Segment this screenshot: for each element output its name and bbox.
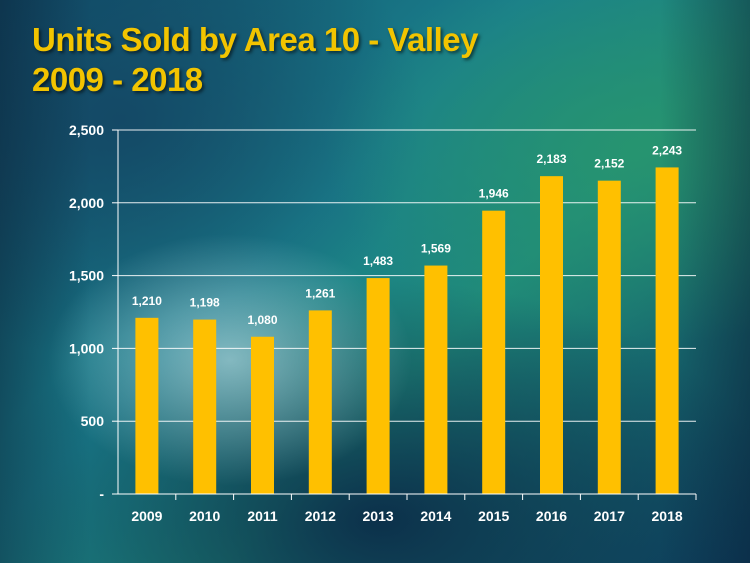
x-tick-label: 2010 — [189, 508, 220, 524]
x-tick-label: 2018 — [652, 508, 683, 524]
data-label: 1,946 — [479, 187, 509, 201]
y-tick-label: 1,500 — [69, 268, 104, 284]
bar — [366, 278, 390, 494]
bars — [135, 167, 679, 495]
axes — [112, 129, 697, 500]
y-tick-label: 2,000 — [69, 195, 104, 211]
x-tick-label: 2009 — [131, 508, 162, 524]
title-line-2: 2009 - 2018 — [32, 61, 203, 98]
x-tick-label: 2016 — [536, 508, 567, 524]
bar — [655, 167, 679, 495]
bar — [251, 336, 274, 494]
x-tick-label: 2014 — [420, 508, 451, 524]
x-tick-label: 2015 — [478, 508, 509, 524]
y-tick-label: - — [99, 486, 104, 502]
y-tick-label: 1,000 — [69, 340, 104, 356]
y-tick-label: 500 — [81, 413, 105, 429]
data-label: 1,210 — [132, 294, 162, 308]
x-tick-label: 2011 — [247, 508, 278, 524]
bar — [424, 265, 448, 494]
title-line-1: Units Sold by Area 10 - Valley — [32, 21, 478, 58]
x-tick-labels: 2009 2010 2011 2012 2013 2014 2015 2016 2017 2018 — [131, 508, 683, 524]
data-labels: 1,210 1,198 1,080 1,261 1,483 1,569 1,946 2,183… — [132, 143, 683, 326]
data-label: 1,483 — [363, 254, 393, 268]
y-tick-label: 2,500 — [69, 122, 104, 138]
bar — [135, 317, 159, 494]
y-tick-labels: - 500 1,000 1,500 2,000 2,500 — [69, 122, 104, 502]
data-label: 2,152 — [594, 157, 624, 171]
bar — [597, 180, 621, 494]
data-label: 2,183 — [536, 152, 566, 166]
chart-title: Units Sold by Area 10 - Valley 2009 - 20… — [32, 20, 478, 100]
bar — [193, 319, 217, 494]
bar — [482, 210, 506, 494]
x-tick-label: 2013 — [363, 508, 394, 524]
data-label: 1,569 — [421, 242, 451, 256]
data-label: 2,243 — [652, 143, 682, 157]
data-label: 1,198 — [190, 296, 220, 310]
bar — [540, 176, 563, 494]
x-tick-label: 2012 — [305, 508, 336, 524]
bar — [308, 310, 332, 494]
data-label: 1,080 — [247, 313, 277, 327]
data-label: 1,261 — [305, 286, 335, 300]
x-tick-label: 2017 — [594, 508, 625, 524]
